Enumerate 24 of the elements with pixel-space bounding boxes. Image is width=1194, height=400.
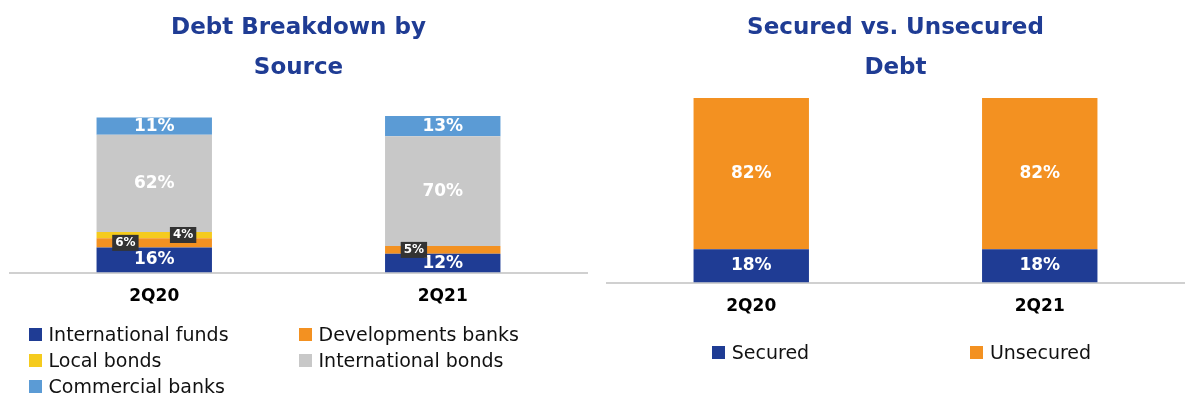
x-tick-label: 2Q21 (1014, 295, 1065, 316)
data-label: 82% (730, 162, 772, 183)
data-label: 82% (1019, 162, 1061, 183)
legend-label: International funds (48, 322, 229, 347)
x-tick-label: 2Q20 (726, 295, 777, 316)
data-label: 13% (422, 114, 464, 135)
data-label: 5% (403, 242, 425, 257)
x-tick-label: 2Q21 (417, 285, 468, 306)
legend-label: Commercial banks (48, 374, 225, 399)
data-label: 18% (1019, 254, 1061, 275)
data-label: 11% (133, 114, 175, 135)
data-label: 6% (115, 234, 136, 249)
legend-label: International bonds (318, 348, 504, 373)
chart-title: Secured vs. Unsecured Debt (746, 12, 1045, 81)
x-tick-label: 2Q20 (129, 285, 180, 306)
data-label: 18% (730, 254, 772, 275)
legend-label: Secured (731, 340, 810, 365)
legend-label: Developments banks (318, 322, 519, 347)
legend-label: Local bonds (48, 348, 162, 373)
chart-title: Debt Breakdown by Source (170, 12, 427, 81)
data-label: 4% (172, 227, 194, 242)
data-label: 16% (133, 248, 175, 269)
legend-label: Unsecured (989, 340, 1092, 365)
bar (385, 136, 501, 246)
